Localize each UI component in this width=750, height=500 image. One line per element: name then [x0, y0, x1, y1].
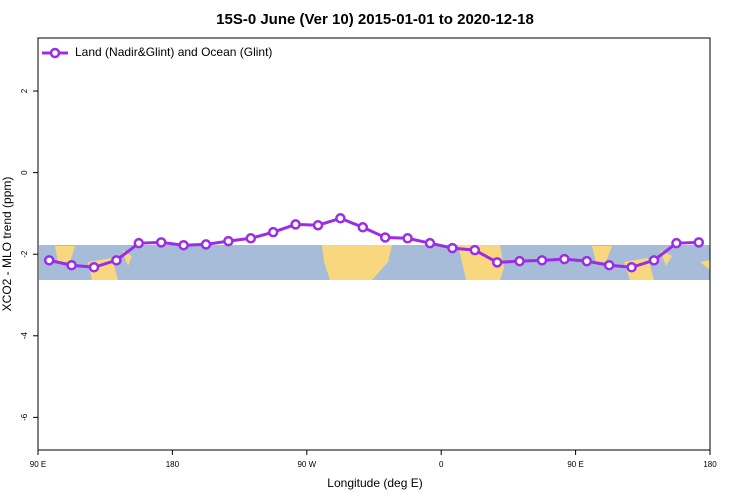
- point: [43, 255, 55, 266]
- x-tick-label: 90 E: [567, 460, 583, 469]
- y-tick-label: -2: [20, 250, 29, 258]
- x-tick-label: 0: [439, 460, 444, 469]
- y-tick-label: 0: [20, 170, 29, 175]
- x-tick-label: 180: [703, 460, 717, 469]
- point: [626, 262, 637, 273]
- point: [603, 259, 615, 271]
- x-tick-label: 180: [166, 460, 180, 469]
- point: [402, 233, 413, 244]
- y-tick-label: -4: [20, 332, 29, 340]
- x-axis-label: Longitude (deg E): [327, 476, 422, 490]
- point: [200, 239, 212, 250]
- point: [111, 255, 122, 266]
- land: [322, 245, 392, 280]
- point: [357, 222, 369, 233]
- point: [290, 219, 301, 230]
- point: [671, 237, 682, 249]
- point: [559, 253, 570, 265]
- point: [536, 255, 548, 266]
- point: [648, 255, 660, 266]
- point: [223, 235, 234, 247]
- legend-label: Land (Nadir&Glint) and Ocean (Glint): [75, 45, 272, 59]
- point: [469, 244, 481, 256]
- y-tick-label: 2: [20, 88, 29, 93]
- point: [88, 262, 100, 273]
- point: [267, 226, 279, 238]
- y-axis-label: XCO2 - MLO trend (ppm): [0, 177, 14, 312]
- point: [424, 237, 436, 249]
- point: [335, 213, 346, 224]
- y-tick-label: -6: [20, 413, 29, 421]
- point: [312, 219, 324, 231]
- chart-title: 15S-0 June (Ver 10) 2015-01-01 to 2020-1…: [216, 11, 534, 28]
- x-tick-label: 90 E: [30, 460, 46, 469]
- point: [491, 257, 503, 268]
- point: [514, 255, 525, 267]
- plot-frame: [37, 37, 711, 451]
- point: [693, 237, 705, 248]
- x-tick-label: 90 W: [297, 460, 316, 469]
- point: [379, 232, 391, 243]
- point: [155, 237, 167, 248]
- legend-marker: [49, 47, 61, 59]
- land: [592, 246, 710, 280]
- point: [447, 242, 458, 254]
- point: [66, 259, 77, 271]
- point: [133, 237, 145, 249]
- point: [581, 255, 593, 267]
- land: [458, 245, 504, 280]
- point: [178, 239, 189, 251]
- point: [245, 233, 257, 244]
